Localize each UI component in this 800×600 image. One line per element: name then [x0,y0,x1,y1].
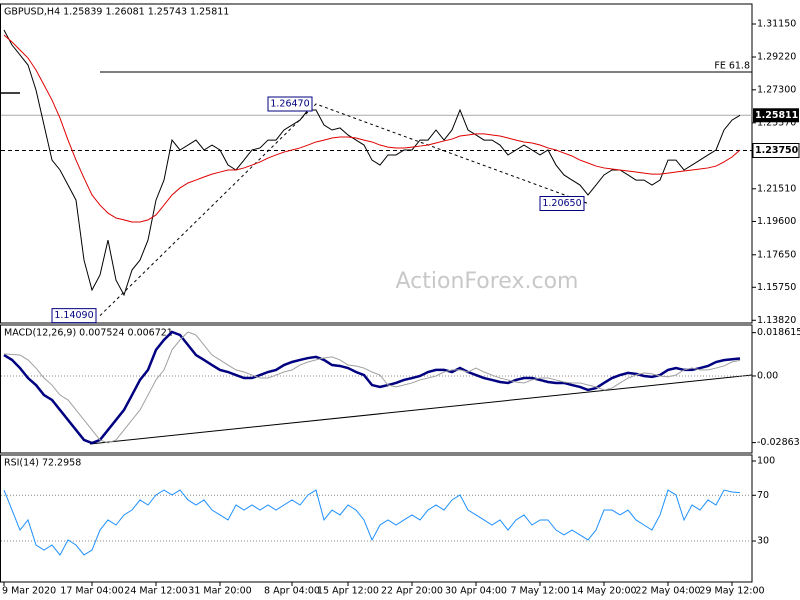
pane [0,3,753,324]
y-tick-label: 1.31150 [757,19,796,30]
axis-label-box [752,143,800,159]
pane-title: RSI(14) 72.2958 [4,458,81,469]
y-tick-label: 1.25370 [757,117,796,128]
series-line [3,489,741,556]
annotation-box [539,196,585,212]
x-tick-label: 17 Mar 04:00 [60,586,123,597]
y-tick-label: 0.018615 [757,327,800,338]
y-tick-label: 1.15750 [757,282,796,293]
x-tick-label: 24 Mar 12:00 [124,586,187,597]
y-tick-label: 70 [757,490,769,501]
x-tick-label: 30 Apr 04:00 [445,586,507,597]
annotation-label: 1.14090 [54,310,93,321]
annotation-box [51,308,97,324]
pane [0,324,753,454]
y-tick-label: 0.00 [757,370,778,381]
series-line [3,330,741,445]
axis-label-box [753,108,799,123]
watermark: ActionForex.com [396,269,579,294]
x-tick-label: 15 Apr 12:00 [317,586,379,597]
y-tick-label: 100 [757,456,775,467]
x-tick-label: 8 Apr 04:00 [264,586,320,597]
y-tick-label: 1.29220 [757,51,796,62]
pane-title: MACD(12,26,9) 0.007524 0.006721 [4,328,173,339]
y-tick-label: 1.19600 [757,216,796,227]
pane-title: GBPUSD,H4 1.25839 1.26081 1.25743 1.2581… [4,7,229,18]
y-tick-label: 1.17650 [757,249,796,260]
trendline [99,103,589,317]
annotation-box [267,96,313,112]
macd-trendline [89,374,753,445]
pane [0,454,753,583]
y-tick-label: 30 [757,536,769,547]
axis-label: 1.25811 [755,110,798,121]
level-label: FE 61.8 [714,61,750,72]
y-tick-label: 1.13820 [757,315,796,326]
y-tick-label: 1.21510 [757,183,796,194]
x-tick-label: 22 May 04:00 [635,586,700,597]
annotation-label: 1.20650 [542,198,581,209]
x-tick-label: 7 May 12:00 [510,586,569,597]
series-line [3,331,741,444]
axis-label: 1.23750 [755,145,799,156]
y-tick-label: 1.27300 [757,84,796,95]
x-tick-label: 29 May 12:00 [699,586,764,597]
x-tick-label: 9 Mar 2020 [2,586,56,597]
y-tick-label: -0.028631 [757,437,800,448]
annotation-label: 1.26470 [270,99,309,110]
x-tick-label: 31 Mar 20:00 [188,586,251,597]
series-line [3,34,741,223]
x-tick-label: 14 May 20:00 [571,586,636,597]
x-tick-label: 22 Apr 20:00 [381,586,443,597]
